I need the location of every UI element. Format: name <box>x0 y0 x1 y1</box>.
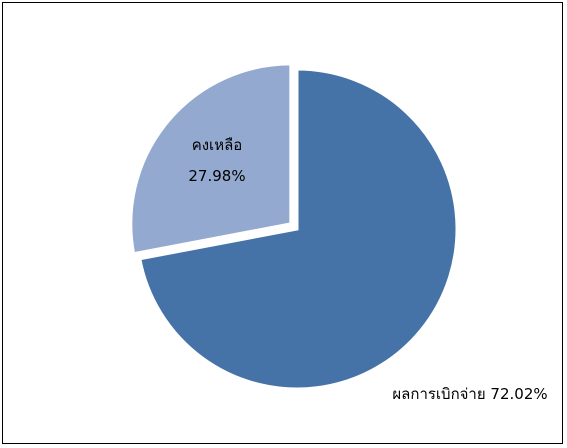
label-disbursement: ผลการเบิกจ่าย 72.02% <box>392 385 547 403</box>
pie-slice-remaining <box>129 62 293 256</box>
pie-slice-disbursement <box>138 67 459 391</box>
label-remaining-value: 27.98% <box>188 167 245 185</box>
label-remaining-name: คงเหลือ <box>192 136 243 154</box>
